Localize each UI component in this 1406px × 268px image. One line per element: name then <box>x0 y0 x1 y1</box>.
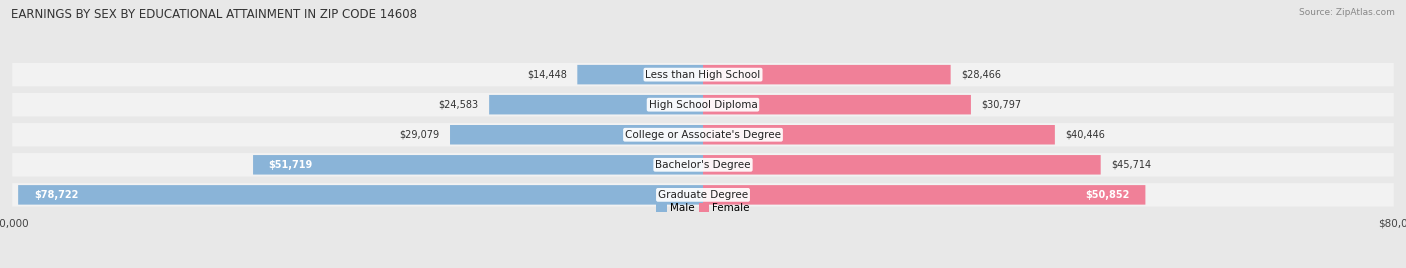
Text: $78,722: $78,722 <box>34 190 79 200</box>
FancyBboxPatch shape <box>703 95 972 114</box>
FancyBboxPatch shape <box>703 185 1146 204</box>
Text: $14,448: $14,448 <box>527 70 567 80</box>
FancyBboxPatch shape <box>578 65 703 84</box>
Text: $24,583: $24,583 <box>439 100 478 110</box>
Text: Less than High School: Less than High School <box>645 70 761 80</box>
FancyBboxPatch shape <box>703 125 1054 144</box>
Text: $28,466: $28,466 <box>962 70 1001 80</box>
Text: College or Associate's Degree: College or Associate's Degree <box>626 130 780 140</box>
Text: Graduate Degree: Graduate Degree <box>658 190 748 200</box>
Text: $45,714: $45,714 <box>1111 160 1152 170</box>
FancyBboxPatch shape <box>18 185 703 204</box>
Text: $50,852: $50,852 <box>1085 190 1130 200</box>
FancyBboxPatch shape <box>489 95 703 114</box>
Text: $29,079: $29,079 <box>399 130 440 140</box>
Text: $51,719: $51,719 <box>269 160 314 170</box>
FancyBboxPatch shape <box>13 183 1393 207</box>
Text: $40,446: $40,446 <box>1066 130 1105 140</box>
Text: Source: ZipAtlas.com: Source: ZipAtlas.com <box>1299 8 1395 17</box>
FancyBboxPatch shape <box>450 125 703 144</box>
Text: EARNINGS BY SEX BY EDUCATIONAL ATTAINMENT IN ZIP CODE 14608: EARNINGS BY SEX BY EDUCATIONAL ATTAINMEN… <box>11 8 418 21</box>
FancyBboxPatch shape <box>13 123 1393 147</box>
FancyBboxPatch shape <box>13 63 1393 86</box>
FancyBboxPatch shape <box>13 153 1393 177</box>
Legend: Male, Female: Male, Female <box>652 199 754 217</box>
FancyBboxPatch shape <box>253 155 703 174</box>
Text: Bachelor's Degree: Bachelor's Degree <box>655 160 751 170</box>
Text: $30,797: $30,797 <box>981 100 1022 110</box>
Text: High School Diploma: High School Diploma <box>648 100 758 110</box>
FancyBboxPatch shape <box>13 93 1393 116</box>
FancyBboxPatch shape <box>703 155 1101 174</box>
FancyBboxPatch shape <box>703 65 950 84</box>
